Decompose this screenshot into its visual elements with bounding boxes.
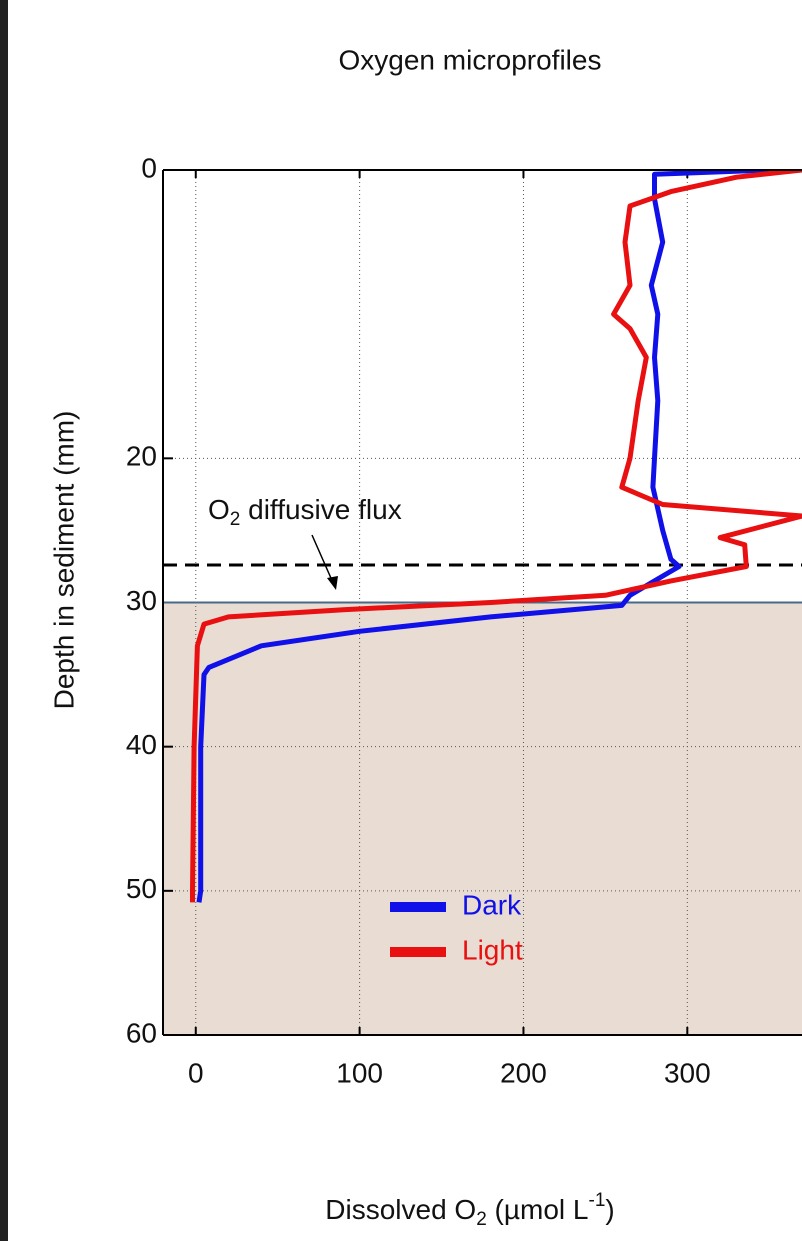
profile-line	[190, 170, 802, 903]
y-tick-label: 60	[126, 1017, 157, 1048]
y-tick-label: 20	[126, 441, 157, 472]
legend-swatch	[390, 902, 446, 912]
legend-label: Light	[462, 934, 523, 965]
y-tick-label: 50	[126, 873, 157, 904]
edge-strip	[0, 0, 8, 1241]
x-tick-label: 100	[336, 1057, 383, 1088]
x-tick-label: 0	[188, 1057, 204, 1088]
sediment	[163, 602, 802, 1035]
x-tick-label: 300	[664, 1057, 711, 1088]
x-tick-label: 200	[500, 1057, 547, 1088]
x-label-mid: (µmol L	[487, 1194, 589, 1225]
annotation-sub: 2	[230, 509, 241, 530]
arrow-head	[327, 576, 338, 590]
y-tick-label: 30	[126, 585, 157, 616]
y-tick-label: 40	[126, 729, 157, 760]
y-axis-label: Depth in sediment (mm)	[48, 411, 79, 710]
profile-line	[196, 170, 770, 903]
annotation: O2 diffusive flux	[208, 494, 402, 530]
x-label-sub: 2	[476, 1209, 487, 1230]
x-label-sup: -1	[589, 1190, 606, 1211]
legend-label: Dark	[462, 889, 522, 920]
legend-swatch	[390, 947, 446, 957]
x-label-main: Dissolved O	[325, 1194, 476, 1225]
annotation-rest: diffusive flux	[240, 494, 401, 525]
chart-title: Oxygen microprofiles	[339, 44, 602, 75]
x-label-end: )	[605, 1194, 614, 1225]
x-axis-label: Dissolved O2 (µmol L-1)	[325, 1190, 614, 1230]
y-tick-label: 0	[141, 152, 157, 183]
annotation-arrow	[311, 534, 335, 586]
plot	[190, 170, 802, 903]
annotation-main: O	[208, 494, 230, 525]
